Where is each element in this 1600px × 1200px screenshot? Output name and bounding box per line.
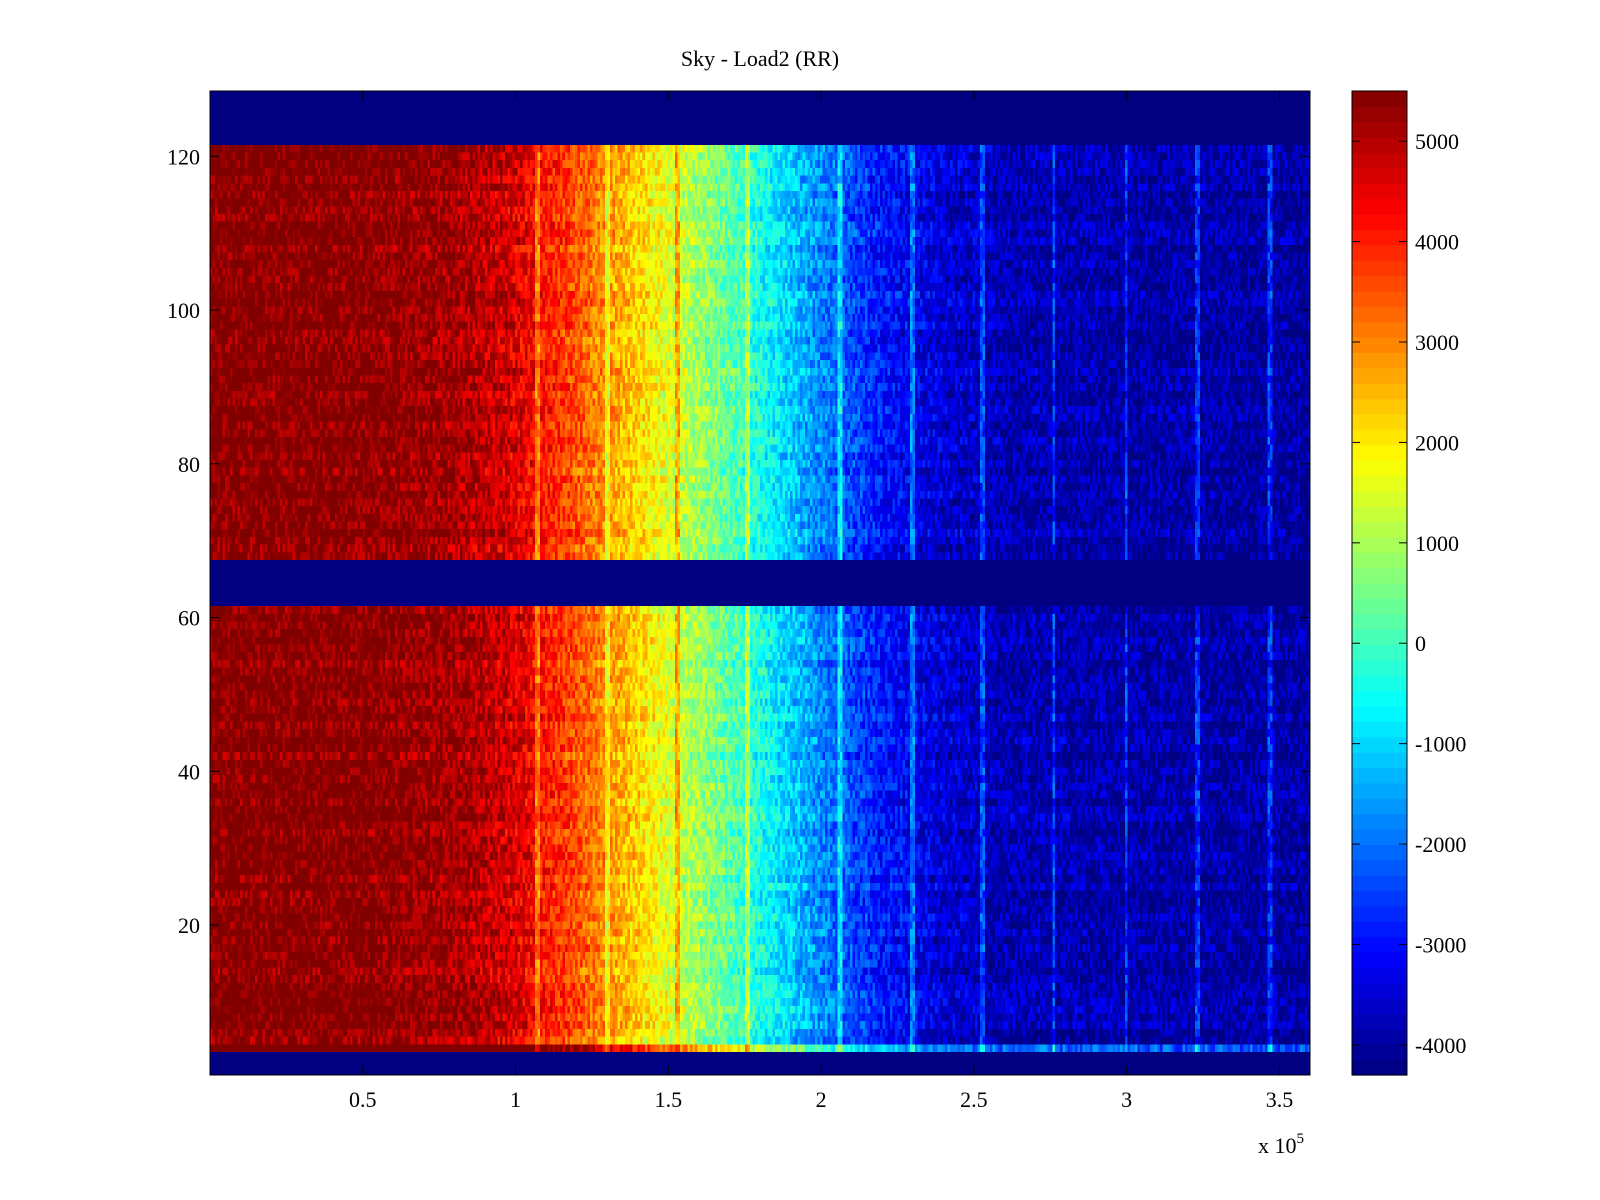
x-axis-multiplier: x 105	[1258, 1131, 1304, 1158]
colorbar-swatch	[1352, 644, 1407, 661]
colorbar-swatch	[1352, 429, 1407, 446]
colorbar-swatch	[1352, 567, 1407, 584]
y-tick-label: 80	[178, 452, 200, 477]
colorbar-tick-label: -1000	[1415, 732, 1466, 757]
heatmap-cells	[210, 91, 1310, 1075]
colorbar-swatch	[1352, 552, 1407, 569]
colorbar-swatch	[1352, 214, 1407, 230]
colorbar-swatch	[1352, 998, 1407, 1015]
colorbar-swatch	[1352, 91, 1407, 107]
colorbar-swatch	[1352, 383, 1407, 400]
colorbar-swatch	[1352, 275, 1407, 292]
chart-title: Sky - Load2 (RR)	[681, 46, 839, 71]
colorbar-tick-label: -4000	[1415, 1033, 1466, 1058]
colorbar-swatch	[1352, 721, 1407, 738]
colorbar-swatch	[1352, 506, 1407, 523]
colorbar-swatch	[1352, 367, 1407, 384]
x-tick-label: 3.5	[1266, 1087, 1294, 1112]
colorbar-swatch	[1352, 460, 1407, 476]
colorbar-swatch	[1352, 244, 1407, 261]
colorbar-swatch	[1352, 475, 1407, 492]
colorbar-swatch	[1352, 767, 1407, 784]
colorbar: -4000 -3000 -2000 -1000 0 1000 2000 3000 4000 500…	[1351, 90, 1466, 1076]
colorbar-swatch	[1352, 306, 1407, 323]
colorbar-swatch	[1352, 413, 1407, 430]
y-tick-label: 40	[178, 759, 200, 784]
x-tick-label: 3	[1121, 1087, 1132, 1112]
colorbar-tick-label: 4000	[1415, 230, 1459, 255]
colorbar-swatch	[1352, 521, 1407, 538]
colorbar-swatch	[1352, 613, 1407, 630]
colorbar-swatch	[1352, 921, 1407, 938]
colorbar-tick-label: 5000	[1415, 129, 1459, 154]
colorbar-swatch	[1352, 321, 1407, 338]
colorbar-swatch	[1352, 167, 1407, 184]
colorbar-tick-label: 0	[1415, 631, 1426, 656]
colorbar-swatch	[1352, 198, 1407, 215]
colorbar-swatch	[1352, 260, 1407, 277]
colorbar-swatch	[1352, 982, 1407, 999]
colorbar-swatch	[1352, 290, 1407, 307]
y-tick-label: 20	[178, 913, 200, 938]
colorbar-tick-label: -3000	[1415, 932, 1466, 957]
x-tick-label: 0.5	[349, 1087, 377, 1112]
colorbar-swatch	[1352, 137, 1407, 154]
colorbar-tick-label: 1000	[1415, 531, 1459, 556]
colorbar-tick-label: 3000	[1415, 330, 1459, 355]
colorbar-swatch	[1352, 782, 1407, 799]
x-axis-multiplier-exponent: 5	[1297, 1131, 1305, 1147]
colorbar-swatch	[1352, 1013, 1407, 1030]
colorbar-swatch	[1352, 736, 1407, 753]
colorbar-swatch	[1352, 798, 1407, 815]
colorbar-swatch	[1352, 1044, 1407, 1061]
colorbar-swatch	[1352, 890, 1407, 907]
plot-area	[209, 90, 1311, 1076]
colorbar-swatch	[1352, 536, 1407, 553]
colorbar-swatch	[1352, 1059, 1407, 1076]
colorbar-swatch	[1352, 398, 1407, 415]
colorbar-swatch	[1352, 337, 1407, 353]
x-axis: 0.5 1 1.5 2 2.5 3 3.5	[349, 91, 1293, 1112]
colorbar-swatch	[1352, 813, 1407, 830]
x-tick-label: 2.5	[960, 1087, 988, 1112]
x-axis-multiplier-base: x 10	[1258, 1133, 1297, 1158]
y-tick-label: 120	[167, 144, 200, 169]
colorbar-swatch	[1352, 967, 1407, 984]
colorbar-swatch	[1352, 490, 1407, 507]
y-tick-label: 60	[178, 606, 200, 631]
colorbar-swatch	[1352, 152, 1407, 169]
colorbar-swatch	[1352, 752, 1407, 769]
colorbar-swatch	[1352, 875, 1407, 892]
colorbar-tick-label: -2000	[1415, 832, 1466, 857]
y-tick-label: 100	[167, 298, 200, 323]
colorbar-swatch	[1352, 229, 1407, 246]
colorbar-swatch	[1352, 905, 1407, 922]
colorbar-swatch	[1352, 106, 1407, 123]
colorbar-swatch	[1352, 829, 1407, 845]
colorbar-swatch	[1352, 859, 1407, 876]
colorbar-swatch	[1352, 583, 1407, 599]
y-axis: 20 40 60 80 100 120	[167, 144, 1310, 938]
colorbar-swatch	[1352, 444, 1407, 461]
plot-frame	[209, 90, 1311, 1076]
x-tick-label: 2	[816, 1087, 827, 1112]
x-tick-label: 1.5	[655, 1087, 683, 1112]
colorbar-swatch	[1352, 844, 1407, 861]
x-tick-label: 1	[510, 1087, 521, 1112]
colorbar-swatch	[1352, 690, 1407, 707]
colorbar-swatch	[1352, 598, 1407, 615]
colorbar-swatch	[1352, 952, 1407, 968]
colorbar-swatch	[1352, 121, 1407, 138]
colorbar-tick-label: 2000	[1415, 430, 1459, 455]
colorbar-swatch	[1352, 675, 1407, 692]
colorbar-swatch	[1352, 183, 1407, 200]
colorbar-frame	[1351, 90, 1408, 1076]
colorbar-swatch	[1352, 706, 1407, 722]
colorbar-swatch	[1352, 352, 1407, 369]
colorbar-swatch	[1352, 629, 1407, 646]
colorbar-swatch	[1352, 936, 1407, 953]
colorbar-swatch	[1352, 659, 1407, 676]
colorbar-swatch	[1352, 1028, 1407, 1045]
